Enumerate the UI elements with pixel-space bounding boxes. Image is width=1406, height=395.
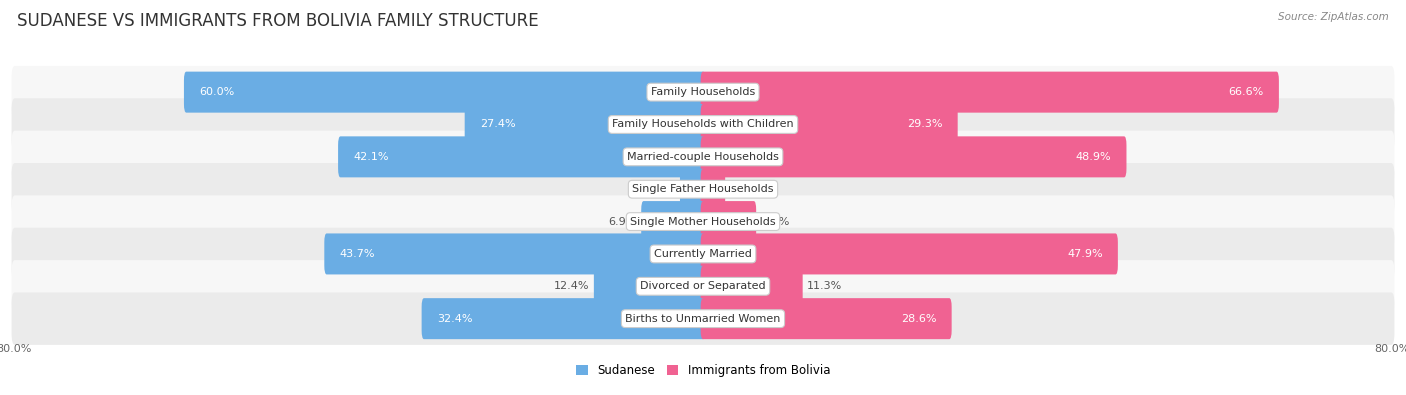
FancyBboxPatch shape	[184, 71, 706, 113]
Text: Married-couple Households: Married-couple Households	[627, 152, 779, 162]
Text: 2.4%: 2.4%	[647, 184, 675, 194]
FancyBboxPatch shape	[681, 169, 706, 210]
FancyBboxPatch shape	[700, 201, 756, 242]
FancyBboxPatch shape	[593, 266, 706, 307]
FancyBboxPatch shape	[700, 104, 957, 145]
FancyBboxPatch shape	[700, 233, 1118, 275]
FancyBboxPatch shape	[11, 196, 1395, 248]
FancyBboxPatch shape	[700, 136, 1126, 177]
FancyBboxPatch shape	[422, 298, 706, 339]
FancyBboxPatch shape	[11, 292, 1395, 345]
FancyBboxPatch shape	[11, 163, 1395, 215]
Text: 42.1%: 42.1%	[353, 152, 389, 162]
Text: Currently Married: Currently Married	[654, 249, 752, 259]
Legend: Sudanese, Immigrants from Bolivia: Sudanese, Immigrants from Bolivia	[571, 360, 835, 382]
Text: 29.3%: 29.3%	[907, 120, 942, 130]
FancyBboxPatch shape	[337, 136, 706, 177]
Text: 66.6%: 66.6%	[1229, 87, 1264, 97]
FancyBboxPatch shape	[700, 169, 725, 210]
FancyBboxPatch shape	[11, 131, 1395, 183]
Text: 48.9%: 48.9%	[1076, 152, 1111, 162]
Text: Divorced or Separated: Divorced or Separated	[640, 281, 766, 291]
FancyBboxPatch shape	[700, 298, 952, 339]
FancyBboxPatch shape	[325, 233, 706, 275]
Text: Single Father Households: Single Father Households	[633, 184, 773, 194]
Text: 60.0%: 60.0%	[200, 87, 235, 97]
FancyBboxPatch shape	[464, 104, 706, 145]
Text: SUDANESE VS IMMIGRANTS FROM BOLIVIA FAMILY STRUCTURE: SUDANESE VS IMMIGRANTS FROM BOLIVIA FAMI…	[17, 12, 538, 30]
Text: 11.3%: 11.3%	[807, 281, 842, 291]
FancyBboxPatch shape	[11, 66, 1395, 118]
Text: 12.4%: 12.4%	[554, 281, 589, 291]
FancyBboxPatch shape	[700, 71, 1279, 113]
FancyBboxPatch shape	[11, 98, 1395, 151]
Text: Family Households: Family Households	[651, 87, 755, 97]
Text: 28.6%: 28.6%	[901, 314, 936, 324]
FancyBboxPatch shape	[641, 201, 706, 242]
Text: 32.4%: 32.4%	[437, 314, 472, 324]
Text: Family Households with Children: Family Households with Children	[612, 120, 794, 130]
Text: Source: ZipAtlas.com: Source: ZipAtlas.com	[1278, 12, 1389, 22]
FancyBboxPatch shape	[11, 228, 1395, 280]
FancyBboxPatch shape	[700, 266, 803, 307]
FancyBboxPatch shape	[11, 260, 1395, 312]
Text: 2.3%: 2.3%	[730, 184, 758, 194]
Text: Births to Unmarried Women: Births to Unmarried Women	[626, 314, 780, 324]
Text: 6.9%: 6.9%	[609, 216, 637, 227]
Text: Single Mother Households: Single Mother Households	[630, 216, 776, 227]
Text: 5.9%: 5.9%	[761, 216, 789, 227]
Text: 43.7%: 43.7%	[340, 249, 375, 259]
Text: 27.4%: 27.4%	[479, 120, 516, 130]
Text: 47.9%: 47.9%	[1067, 249, 1102, 259]
